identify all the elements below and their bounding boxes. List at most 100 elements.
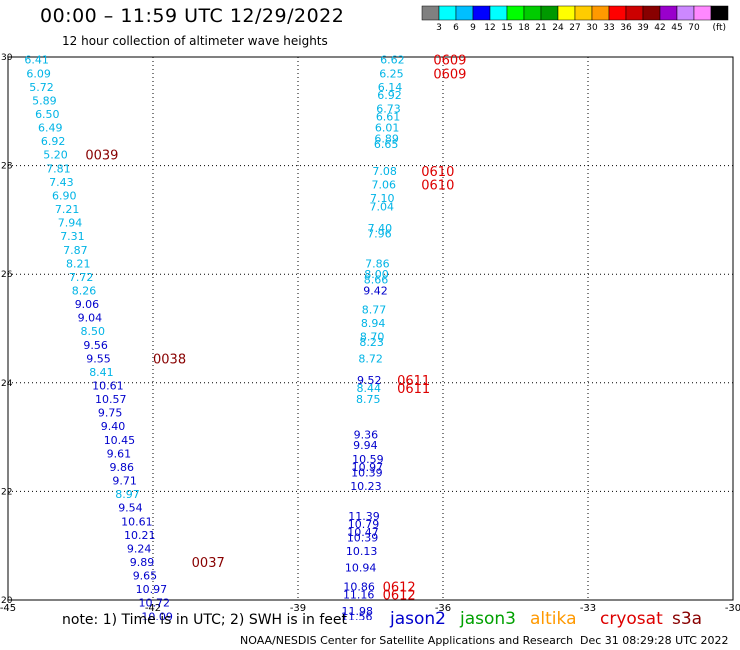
wave-height-label: 9.06 — [75, 298, 100, 311]
wave-height-label: 9.52 — [357, 374, 382, 387]
wave-height-label: 6.73 — [376, 103, 401, 116]
wave-height-label: 9.61 — [107, 447, 132, 460]
wave-height-label: 9.71 — [112, 475, 136, 488]
wave-height-label: 6.14 — [378, 81, 403, 94]
colorbar-swatch — [710, 5, 729, 21]
wave-height-label: 9.24 — [127, 542, 151, 555]
wave-height-label: 8.50 — [81, 325, 106, 338]
wave-height-label: 6.09 — [26, 67, 51, 80]
wave-height-label: 11.39 — [348, 510, 380, 523]
wave-height-label: 10.57 — [95, 393, 127, 406]
wave-height-label: 10.61 — [92, 380, 124, 393]
x-tick-label: -45 — [0, 603, 16, 614]
x-tick-label: -30 — [725, 603, 740, 614]
x-tick-label: -33 — [580, 603, 596, 614]
x-tick-label: -42 — [145, 603, 161, 614]
wave-height-label: 6.61 — [376, 111, 401, 124]
wave-height-label: 5.72 — [29, 81, 54, 94]
wave-height-label: 6.25 — [379, 67, 404, 80]
wave-height-label: 10.86 — [343, 580, 375, 593]
colorbar-unit: (ft) — [712, 23, 726, 33]
wave-height-label: 8.97 — [115, 488, 140, 501]
wave-height-label: 8.44 — [356, 382, 381, 395]
y-tick-label: 28 — [1, 162, 13, 172]
wave-height-label: 8.21 — [66, 257, 91, 270]
wave-height-label: 6.50 — [35, 108, 60, 121]
wave-height-label: 8.23 — [359, 336, 384, 349]
wave-height-label: 6.01 — [375, 122, 400, 135]
wave-height-label: 10.59 — [352, 453, 384, 466]
colorbar-label: 36 — [620, 23, 632, 33]
wave-height-label: 9.89 — [130, 556, 155, 569]
wave-height-label: 8.41 — [89, 366, 114, 379]
wave-height-label: 8.77 — [362, 303, 387, 316]
wave-height-label: 6.62 — [380, 54, 405, 67]
colorbar-label: 39 — [637, 23, 649, 33]
wave-height-label: 6.65 — [374, 138, 399, 151]
wave-height-label: 7.08 — [372, 165, 397, 178]
pass-time-label: 0612 — [383, 589, 416, 604]
wave-height-label: 7.81 — [46, 162, 71, 175]
wave-height-label: 10.13 — [346, 545, 378, 558]
pass-time-label: 0609 — [433, 67, 466, 82]
y-tick-label: 24 — [1, 379, 13, 389]
x-tick-label: -39 — [290, 603, 306, 614]
wave-height-label: 9.40 — [101, 420, 126, 433]
x-tick-label: -36 — [435, 603, 451, 614]
wave-height-label: 8.75 — [356, 393, 381, 406]
wave-height-label: 7.06 — [371, 179, 396, 192]
wave-height-label: 8.66 — [364, 274, 389, 287]
y-tick-label: 22 — [1, 487, 12, 497]
wave-height-label: 10.72 — [139, 597, 171, 610]
wave-height-label: 11.16 — [343, 589, 375, 602]
wave-height-label: 10.39 — [347, 532, 379, 545]
wave-height-label: 10.61 — [121, 515, 153, 528]
wave-height-label: 9.36 — [354, 428, 379, 441]
wave-height-label: 10.97 — [352, 461, 384, 474]
wave-height-label: 10.23 — [350, 480, 382, 493]
wave-height-label: 10.45 — [104, 434, 136, 447]
colorbar-label: 24 — [552, 23, 564, 33]
wave-height-label: 7.10 — [370, 192, 395, 205]
wave-height-label: 10.39 — [351, 466, 383, 479]
pass-time-label: 0611 — [397, 374, 430, 389]
wave-height-label: 6.49 — [38, 122, 63, 135]
wave-height-label: 7.86 — [365, 257, 390, 270]
colorbar-label: 70 — [688, 23, 700, 33]
wave-height-label: 10.79 — [348, 518, 380, 531]
wave-height-label: 7.40 — [368, 222, 393, 235]
wave-height-label: 6.92 — [377, 89, 402, 102]
wave-height-label: 9.75 — [98, 407, 123, 420]
footer-note: note: 1) Time is in UTC; 2) SWH is in fe… — [62, 612, 348, 628]
wave-height-label: 11.98 — [342, 605, 374, 618]
wave-height-label: 7.94 — [58, 217, 83, 230]
pass-time-label: 0038 — [153, 352, 186, 367]
legend-altika: altika — [530, 609, 577, 629]
colorbar-legend: 3 6 9 12 15 18 21 24 27 30 33 36 39 42 45 70 (ft) — [421, 5, 729, 33]
y-tick-label: 30 — [1, 53, 13, 63]
colorbar-label: 9 — [470, 23, 476, 33]
wave-height-label: 9.04 — [78, 312, 103, 325]
legend-s3a: s3a — [672, 609, 703, 629]
footer-credit: NOAA/NESDIS Center for Satellite Applica… — [240, 634, 574, 647]
pass-time-label: 0610 — [421, 179, 454, 194]
y-tick-label: 20 — [1, 596, 13, 606]
wave-height-label: 8.94 — [361, 317, 386, 330]
colorbar-label: 45 — [671, 23, 682, 33]
wave-height-label: 8.00 — [364, 268, 389, 281]
wave-height-label: 11.56 — [341, 610, 373, 620]
colorbar-label: 42 — [654, 23, 665, 33]
wave-height-label: 10.09 — [141, 610, 173, 620]
colorbar-label: 18 — [518, 23, 530, 33]
wave-height-label: 7.43 — [49, 176, 73, 189]
wave-height-label: 9.42 — [363, 284, 388, 297]
colorbar-label: 33 — [603, 23, 614, 33]
pass-time-label: 0037 — [192, 556, 225, 571]
legend-jason2: jason2 — [390, 609, 446, 629]
colorbar-label: 3 — [436, 23, 442, 33]
pass-time-label: 0039 — [85, 149, 118, 164]
wave-height-label: 8.26 — [72, 284, 97, 297]
pass-time-label: 0610 — [421, 165, 454, 180]
legend-jason3: jason3 — [460, 609, 516, 629]
